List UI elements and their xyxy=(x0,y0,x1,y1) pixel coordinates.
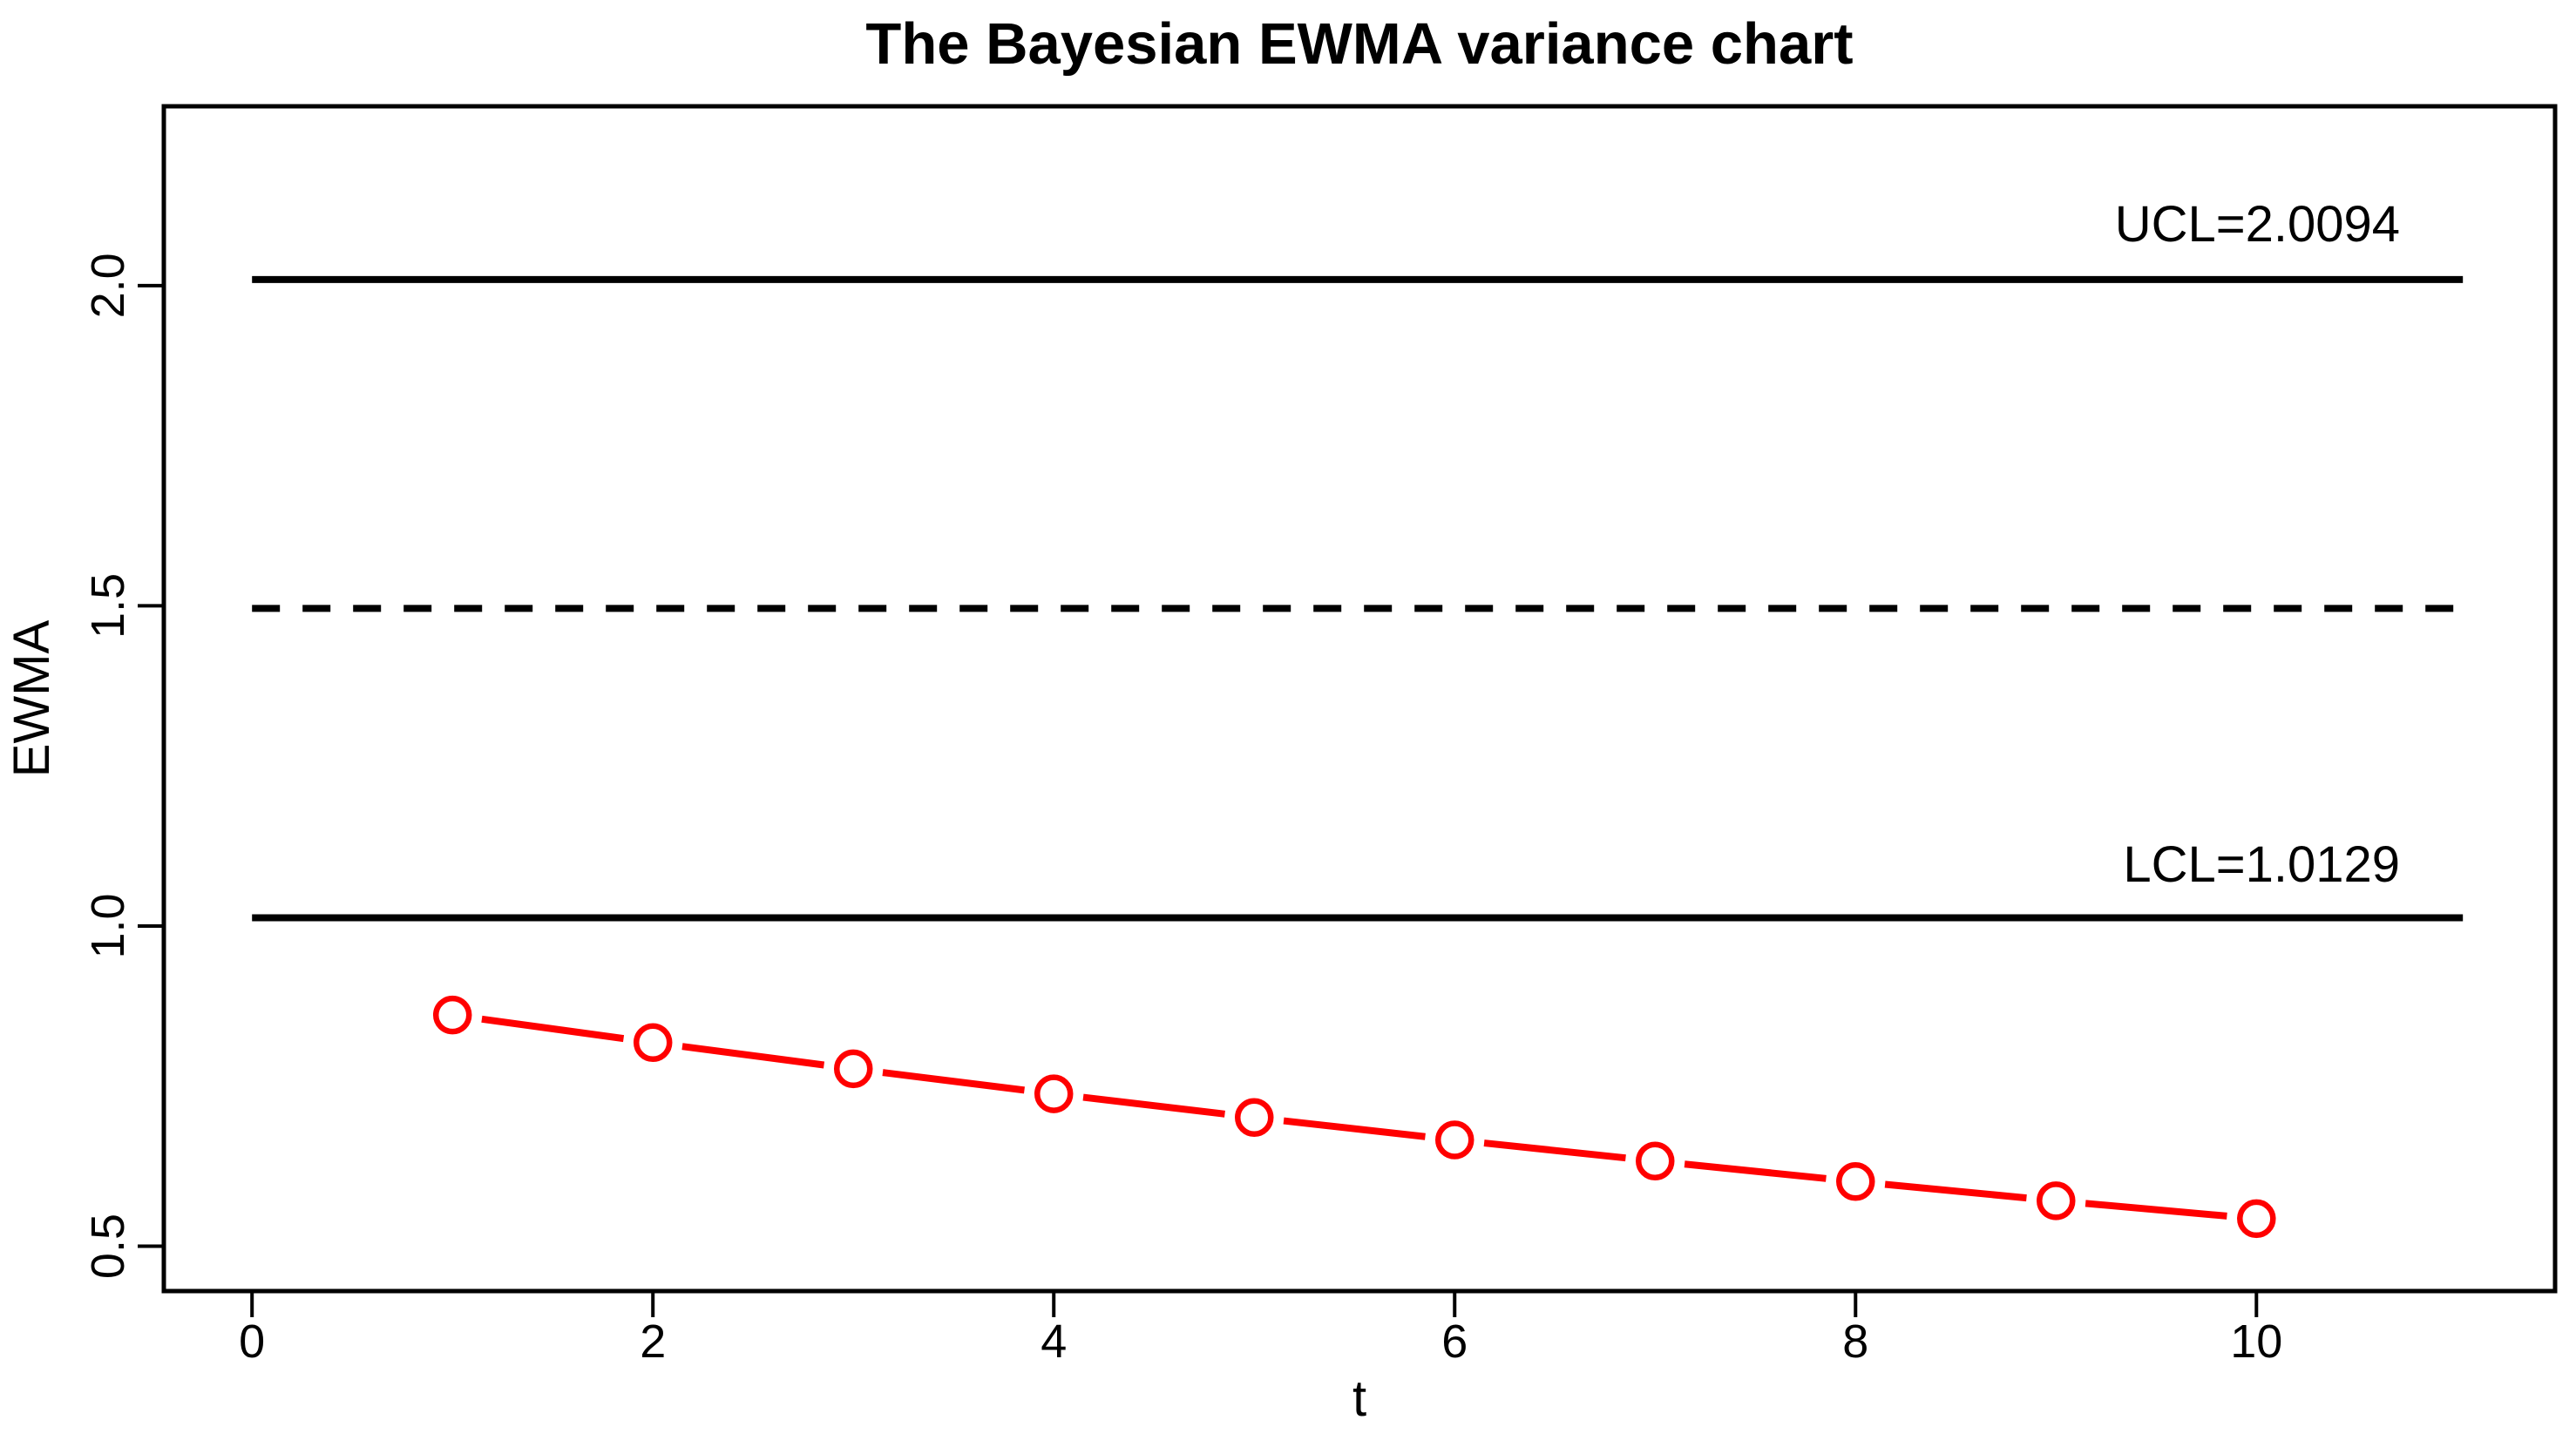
series-line-segment xyxy=(1884,1180,2027,1202)
data-point-marker xyxy=(1435,1120,1474,1160)
x-axis-title: t xyxy=(1352,1370,1366,1427)
series-line-segment xyxy=(1283,1117,1426,1140)
series-line-segment xyxy=(481,1015,625,1043)
data-point-marker xyxy=(1234,1098,1274,1138)
x-tick-label: 10 xyxy=(2230,1315,2282,1368)
series-line-segment xyxy=(2085,1200,2227,1220)
x-tick-label: 0 xyxy=(239,1315,265,1368)
series-line-segment xyxy=(1082,1093,1225,1118)
x-tick-label: 2 xyxy=(640,1315,666,1368)
data-point-marker xyxy=(1836,1162,1875,1201)
series-line-segment xyxy=(681,1043,825,1069)
series-line-segment xyxy=(1684,1160,1827,1182)
x-tick-label: 4 xyxy=(1041,1315,1067,1368)
y-tick-label: 2.0 xyxy=(82,253,134,318)
data-point-marker xyxy=(432,995,472,1035)
y-tick-label: 0.5 xyxy=(82,1214,134,1279)
chart-title: The Bayesian EWMA variance chart xyxy=(865,11,1854,77)
plot-area: 0 2 4 6 8 10 0.5 1.0 1.5 2.0 xyxy=(82,104,2558,1368)
lcl-label: LCL=1.0129 xyxy=(2123,836,2400,893)
data-point-marker xyxy=(2037,1181,2076,1220)
y-tick-label: 1.0 xyxy=(82,893,134,958)
data-point-marker xyxy=(833,1049,873,1089)
plot-border xyxy=(161,104,2558,1294)
y-axis-title: EWMA xyxy=(3,619,60,777)
data-point-marker xyxy=(633,1023,673,1063)
x-tick-label: 8 xyxy=(1842,1315,1868,1368)
series-line-segment xyxy=(1483,1139,1626,1162)
series-line-segment xyxy=(882,1069,1025,1094)
x-tick-label: 6 xyxy=(1441,1315,1468,1368)
data-point-marker xyxy=(1636,1141,1675,1181)
ucl-label: UCL=2.0094 xyxy=(2115,196,2400,253)
y-tick-label: 1.5 xyxy=(82,573,134,639)
data-point-marker xyxy=(2237,1199,2276,1239)
data-point-marker xyxy=(1034,1074,1074,1113)
